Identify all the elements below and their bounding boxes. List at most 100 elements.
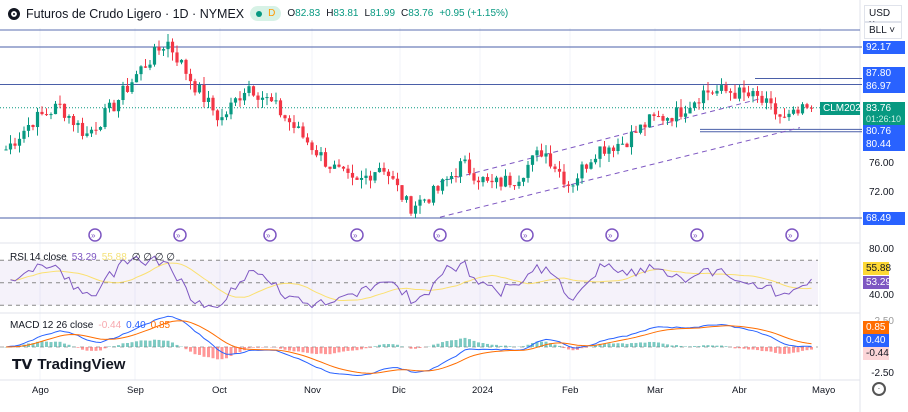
candle [602, 146, 607, 154]
candle [112, 102, 116, 112]
macd-histogram-bar [256, 347, 260, 348]
candle [548, 153, 553, 167]
macd-histogram-bar [639, 342, 642, 347]
time-tick: Oct [212, 385, 227, 396]
currency-select[interactable]: USD ˅ [864, 5, 902, 30]
macd-histogram-bar [85, 347, 89, 351]
candle [755, 91, 760, 96]
macd-histogram-bar [175, 344, 179, 347]
macd-histogram-bar [648, 341, 651, 347]
candle [485, 177, 490, 181]
candle [535, 150, 539, 156]
macd-histogram-bar [495, 344, 498, 347]
candle [589, 162, 593, 169]
macd-histogram-bar [652, 342, 656, 347]
candle [404, 196, 409, 200]
candle [26, 125, 31, 131]
macd-histogram-bar [189, 347, 192, 352]
candle [94, 129, 98, 131]
settings-gear-icon[interactable]: · [872, 382, 886, 396]
macd-tick: -2.50 [871, 368, 894, 379]
candle [143, 66, 148, 68]
macd-histogram-bar [675, 345, 678, 347]
level-label: 92.17 [863, 41, 905, 54]
candle [233, 98, 238, 103]
macd-histogram-bar [130, 342, 134, 347]
candle [656, 116, 661, 118]
macd-histogram-bar [220, 347, 224, 360]
rsi-ma-tag: 55.88 [863, 262, 891, 275]
macd-histogram-bar [625, 343, 629, 347]
market-status-badge[interactable]: D [250, 6, 282, 21]
macd-histogram-bar [504, 345, 507, 347]
candle [269, 97, 274, 102]
candle [328, 166, 332, 169]
macd-histogram-bar [765, 347, 768, 352]
macd-histogram-bar [193, 347, 197, 355]
candle [305, 137, 310, 143]
macd-histogram-bar [535, 341, 539, 347]
candle [674, 107, 679, 122]
candle [521, 177, 526, 182]
macd-histogram-bar [306, 347, 309, 353]
macd-histogram-bar [252, 347, 255, 348]
rsi-legend[interactable]: RSI 14 close 53.29 55.88 ∅ ∅ ∅ ∅ [10, 252, 175, 263]
candle [809, 107, 814, 109]
symbol-title[interactable]: Futuros de Crudo Ligero · 1D · NYMEX [26, 6, 245, 21]
macd-histogram-bar [567, 347, 570, 350]
candle [184, 59, 188, 74]
event-marker-icon: » [693, 231, 698, 240]
candle [422, 199, 427, 201]
macd-histogram-bar [391, 344, 395, 347]
candle [562, 171, 566, 185]
candle [314, 150, 319, 156]
candle [692, 102, 697, 108]
macd-histogram-bar [328, 347, 332, 355]
symbol-tag: CLM2024 [820, 102, 866, 115]
candle [310, 142, 314, 151]
candle [728, 91, 733, 93]
unit-select[interactable]: BLL ˅ [864, 22, 902, 39]
candle [98, 127, 103, 130]
candle [292, 122, 296, 128]
macd-histogram-bar [792, 347, 795, 353]
event-marker-icon: » [608, 231, 613, 240]
candle [629, 131, 634, 148]
macd-histogram-bar [661, 343, 665, 347]
macd-histogram-bar [616, 343, 620, 347]
candle [566, 184, 571, 186]
macd-histogram-bar [486, 343, 489, 347]
bar-countdown: 01:26:10 [866, 114, 902, 124]
macd-histogram-bar [90, 347, 93, 351]
candle [557, 168, 562, 172]
macd-histogram-bar [684, 346, 687, 347]
macd-histogram-bar [715, 345, 719, 347]
macd-histogram-bar [40, 341, 44, 347]
candle [49, 114, 53, 116]
macd-histogram-bar [45, 341, 48, 347]
candle [733, 92, 737, 99]
macd-histogram-bar [796, 347, 800, 353]
macd-histogram-bar [162, 340, 165, 347]
candle [278, 100, 283, 116]
macd-histogram-bar [459, 338, 462, 347]
candle [215, 110, 220, 121]
macd-histogram-bar [49, 342, 53, 347]
candle [769, 98, 773, 104]
macd-histogram-bar [787, 347, 791, 354]
candle [323, 152, 328, 167]
candle [197, 85, 202, 93]
macd-histogram-bar [112, 346, 116, 347]
candle [665, 118, 670, 121]
tradingview-logo[interactable]: 𝗧𝗩 TradingView [12, 356, 126, 373]
candle [58, 103, 62, 105]
candle [287, 118, 292, 123]
macd-histogram-bar [711, 345, 714, 347]
candle [652, 114, 656, 117]
candle [80, 122, 85, 136]
macd-histogram-bar [634, 342, 638, 347]
macd-legend[interactable]: MACD 12 26 close -0.44 0.40 0.85 [10, 320, 171, 331]
macd-value-tag: 0.40 [863, 334, 889, 347]
macd-histogram-bar [594, 345, 597, 347]
